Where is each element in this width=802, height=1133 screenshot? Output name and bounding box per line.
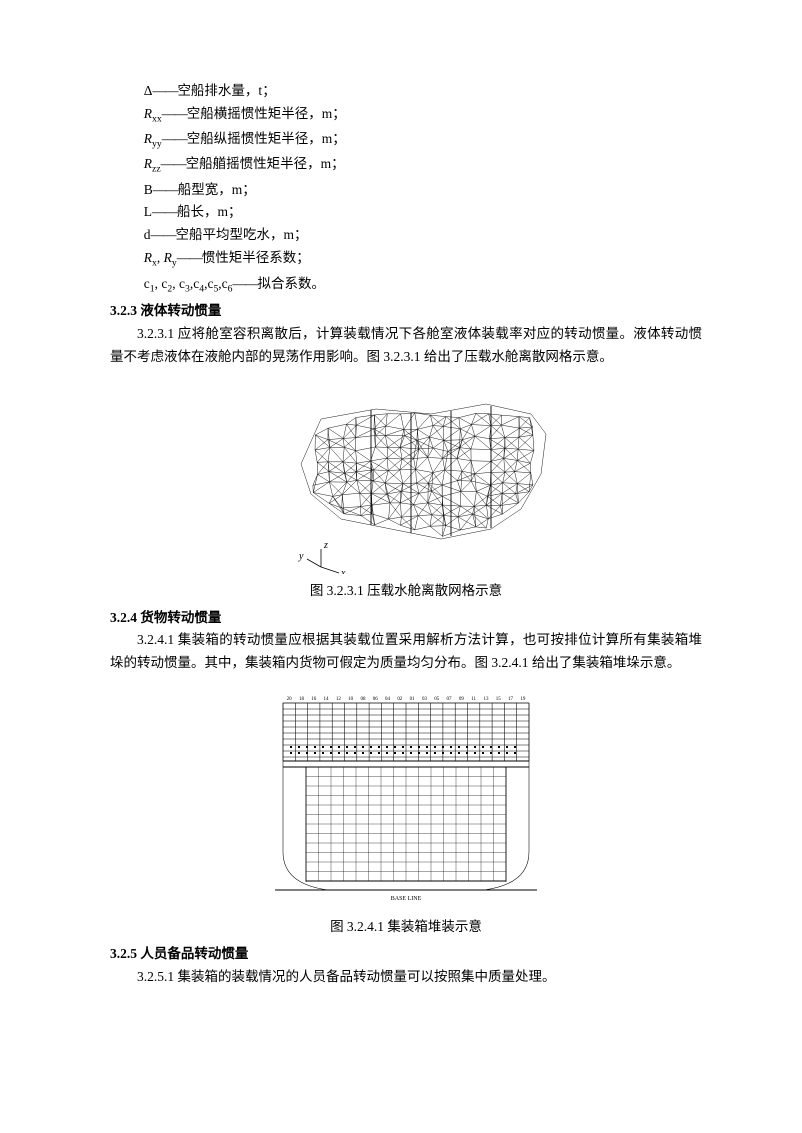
svg-text:02: 02 <box>397 697 403 702</box>
para-3-2-3-1: 3.2.3.1 应将舱室容积离散后，计算装载情况下各舱室液体装载率对应的转动惯量… <box>110 323 702 369</box>
heading-3-2-3: 3.2.3 液体转动惯量 <box>110 300 702 323</box>
def-ryy: Ryy——空船纵摇惯性矩半径，m； <box>144 128 702 153</box>
svg-text:14: 14 <box>324 697 330 702</box>
heading-3-2-4: 3.2.4 货物转动惯量 <box>110 607 702 630</box>
container-svg: BASE LINE 20 18 16 14 12 10 08 06 04 02 01 03 05 07 09 1… <box>261 685 551 910</box>
symbol-definitions: Δ——空船排水量，t； Rxx——空船横摇惯性矩半径，m； Ryy——空船纵摇惯… <box>144 80 702 298</box>
svg-text:y: y <box>298 551 304 562</box>
mesh-svg: x y z <box>241 379 571 574</box>
svg-text:19: 19 <box>520 697 526 702</box>
heading-3-2-5: 3.2.5 人员备品转动惯量 <box>110 943 702 966</box>
def-d: d——空船平均型吃水，m； <box>144 224 702 247</box>
svg-text:05: 05 <box>434 697 440 702</box>
svg-text:09: 09 <box>459 697 465 702</box>
def-rxx: Rxx——空船横摇惯性矩半径，m； <box>144 103 702 128</box>
svg-text:16: 16 <box>311 697 317 702</box>
svg-text:13: 13 <box>483 697 489 702</box>
def-l: L——船长，m； <box>144 201 702 224</box>
def-cs: c1, c2, c3,c4,c5,c6——拟合系数。 <box>144 273 702 298</box>
svg-text:04: 04 <box>385 697 391 702</box>
def-b: B——船型宽，m； <box>144 179 702 202</box>
figure-container: BASE LINE 20 18 16 14 12 10 08 06 04 02 01 03 05 07 09 1… <box>110 685 702 910</box>
caption-3-2-4-1: 图 3.2.4.1 集装箱堆装示意 <box>110 916 702 939</box>
def-rxry: Rx, Ry——惯性矩半径系数； <box>144 247 702 272</box>
svg-text:20: 20 <box>287 697 293 702</box>
svg-text:z: z <box>323 540 328 551</box>
svg-text:08: 08 <box>360 697 366 702</box>
svg-text:06: 06 <box>373 697 379 702</box>
para-3-2-5-1: 3.2.5.1 集装箱的装载情况的人员备品转动惯量可以按照集中质量处理。 <box>110 966 702 989</box>
para-3-2-4-1: 3.2.4.1 集装箱的转动惯量应根据其装载位置采用解析方法计算，也可按排位计算… <box>110 629 702 675</box>
caption-3-2-3-1: 图 3.2.3.1 压载水舱离散网格示意 <box>110 580 702 603</box>
svg-text:11: 11 <box>471 697 476 702</box>
svg-text:01: 01 <box>410 697 416 702</box>
svg-text:03: 03 <box>422 697 428 702</box>
svg-text:17: 17 <box>508 697 514 702</box>
svg-text:10: 10 <box>348 697 354 702</box>
def-rzz: Rzz——空船艏摇惯性矩半径，m； <box>144 153 702 178</box>
svg-text:07: 07 <box>447 697 453 702</box>
svg-text:15: 15 <box>496 697 502 702</box>
svg-text:x: x <box>340 568 346 574</box>
svg-text:BASE LINE: BASE LINE <box>391 896 422 902</box>
def-delta: Δ——空船排水量，t； <box>144 80 702 103</box>
figure-mesh: x y z <box>110 379 702 574</box>
svg-text:18: 18 <box>299 697 305 702</box>
svg-text:12: 12 <box>336 697 342 702</box>
